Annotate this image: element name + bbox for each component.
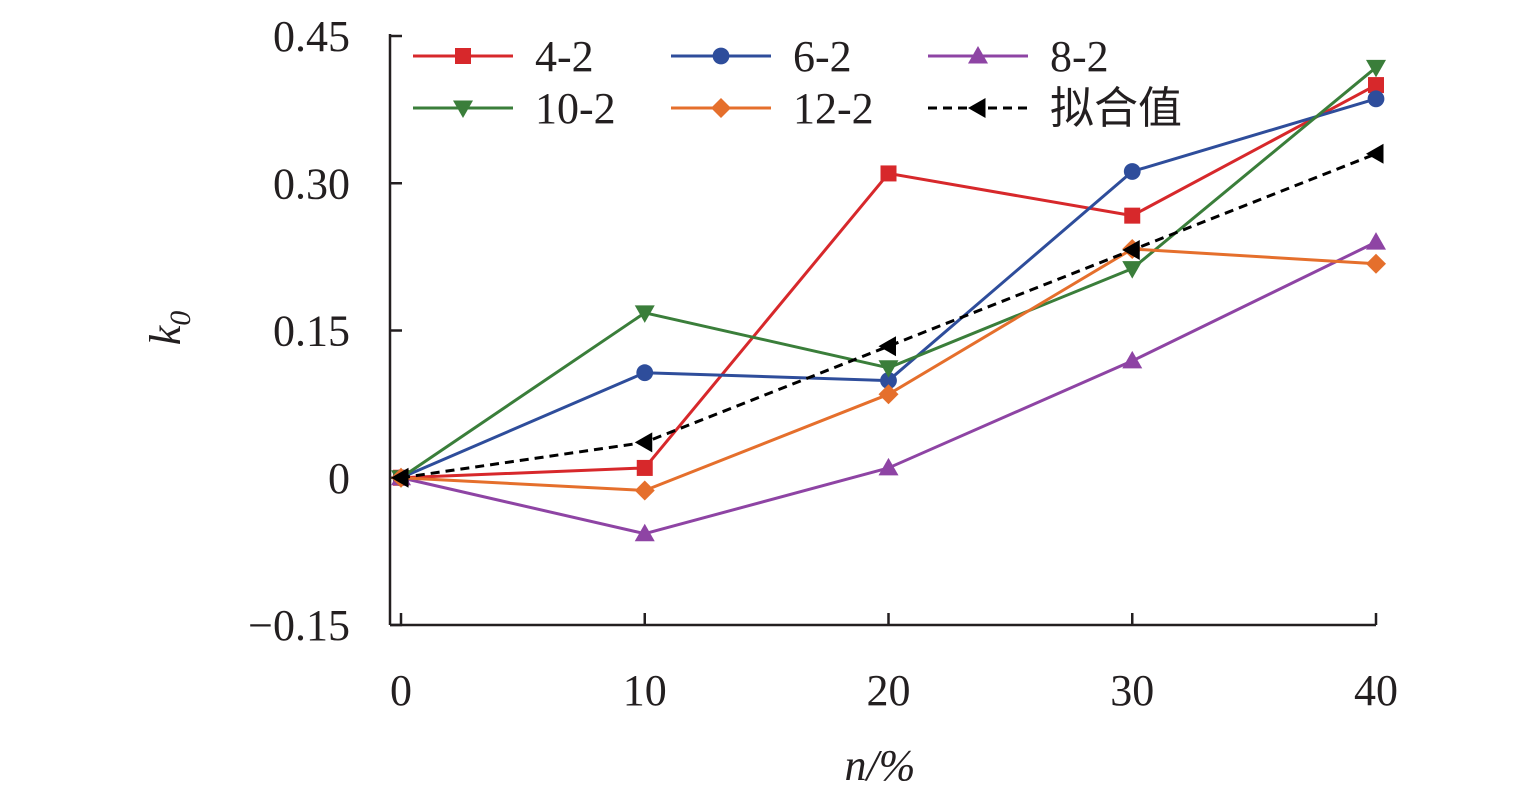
- x-tick-label: 20: [867, 666, 911, 715]
- y-tick-label: 0: [328, 454, 350, 503]
- series-marker: [712, 47, 730, 65]
- series-marker: [1366, 143, 1384, 164]
- series-5: [391, 143, 1384, 488]
- series-marker: [1366, 232, 1386, 250]
- series-marker: [1123, 163, 1141, 180]
- series-marker: [453, 100, 473, 118]
- series-marker: [636, 459, 653, 476]
- series-marker: [1122, 350, 1143, 369]
- series-marker: [1366, 59, 1386, 78]
- legend-item: 12-2: [671, 84, 874, 133]
- legend-label: 6-2: [793, 32, 852, 81]
- series-marker: [711, 98, 731, 118]
- series-marker: [880, 372, 897, 389]
- legend-item: 4-2: [413, 32, 594, 81]
- legend-label: 10-2: [535, 84, 616, 133]
- series-marker: [636, 364, 654, 382]
- y-axis-title: k0: [141, 311, 197, 346]
- axis-titles: k0 n/%: [141, 311, 915, 790]
- legend-item: 拟合值: [928, 84, 1182, 133]
- y-tick-label: 0.45: [273, 12, 350, 61]
- series-marker: [634, 432, 653, 453]
- series-marker: [634, 523, 655, 542]
- series-marker: [1368, 77, 1384, 94]
- series-layer: [391, 59, 1386, 542]
- legend-label: 拟合值: [1050, 84, 1182, 133]
- legend-item: 6-2: [671, 32, 852, 81]
- x-tick-label: 40: [1354, 666, 1398, 715]
- series-line: [400, 97, 1377, 480]
- series-marker: [878, 360, 899, 378]
- series-marker: [634, 480, 655, 501]
- series-marker: [1366, 253, 1386, 274]
- series-marker: [634, 305, 655, 323]
- series-marker: [880, 165, 897, 182]
- legend-label: 4-2: [535, 32, 594, 81]
- y-tick-label: −0.15: [248, 601, 350, 650]
- y-tick-label: 0.15: [273, 307, 350, 356]
- series-line: [400, 83, 1377, 480]
- legend-label: 8-2: [1050, 32, 1109, 81]
- series-marker: [878, 457, 899, 476]
- series-marker: [1367, 90, 1385, 108]
- legend-item: 10-2: [413, 84, 616, 133]
- axes: −0.15 0 0.15 0.30 0.45 0 10 20 30 40: [248, 12, 1398, 715]
- series-marker: [391, 467, 409, 488]
- series-0: [393, 77, 1384, 486]
- x-tick-label: 0: [390, 666, 412, 715]
- series-marker: [455, 48, 471, 64]
- legend-item: 8-2: [928, 32, 1109, 81]
- legend: 4-2 6-2 8-2 10-2 12-2 拟合值: [413, 32, 1182, 133]
- series-marker: [968, 46, 988, 64]
- series-marker: [1122, 240, 1140, 261]
- series-marker: [1122, 261, 1143, 279]
- series-marker: [1124, 207, 1141, 224]
- x-axis-title: n/%: [845, 741, 916, 790]
- series-1: [392, 90, 1385, 487]
- y-tick-label: 0.30: [273, 159, 350, 208]
- series-marker: [968, 98, 986, 118]
- x-tick-label: 30: [1110, 666, 1154, 715]
- series-marker: [878, 336, 896, 357]
- x-tick-label: 10: [623, 666, 667, 715]
- legend-label: 12-2: [793, 84, 874, 133]
- series-line: [400, 152, 1377, 480]
- series-marker: [878, 384, 899, 405]
